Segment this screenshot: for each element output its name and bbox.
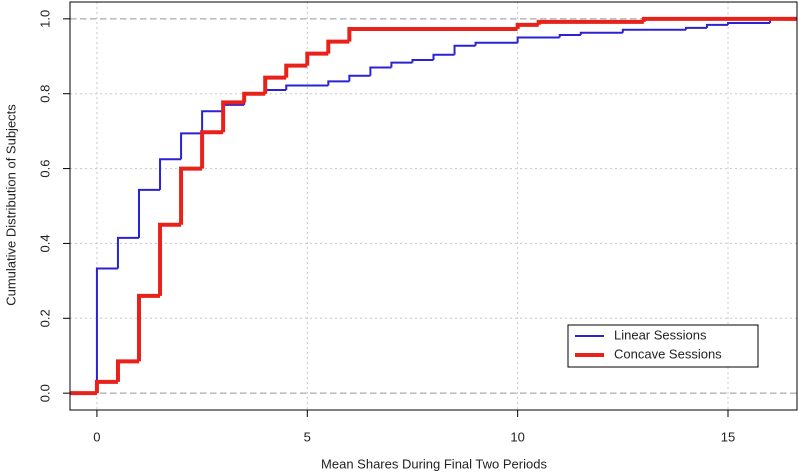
step <box>347 26 518 42</box>
x-tick-label: 15 <box>721 429 735 444</box>
step <box>369 66 392 76</box>
step <box>348 74 371 82</box>
legend-label: Concave Sessions <box>614 346 722 361</box>
step <box>263 75 287 94</box>
y-tick-label: 0.8 <box>37 85 52 103</box>
step <box>727 21 771 25</box>
step <box>94 379 118 394</box>
step <box>621 28 686 33</box>
y-tick-label: 0.4 <box>37 234 52 252</box>
y-tick-label: 0.0 <box>37 384 52 402</box>
y-tick-label: 1.0 <box>37 10 52 28</box>
step <box>474 41 518 46</box>
step <box>453 44 476 55</box>
step <box>158 222 182 296</box>
step <box>327 80 350 86</box>
step <box>558 33 581 38</box>
x-tick-label: 0 <box>93 429 100 444</box>
step <box>326 39 350 54</box>
plot-frame <box>69 1 798 411</box>
step <box>641 16 797 22</box>
step <box>579 31 623 35</box>
step <box>515 22 539 29</box>
step <box>95 267 118 394</box>
step <box>390 61 413 68</box>
step <box>684 26 707 30</box>
y-tick-label: 0.6 <box>37 160 52 178</box>
step <box>536 19 644 25</box>
legend-box <box>567 324 759 368</box>
step <box>305 51 329 66</box>
step <box>221 100 245 133</box>
step <box>242 91 266 103</box>
step <box>432 53 455 61</box>
step <box>115 359 139 382</box>
step <box>516 36 560 43</box>
step <box>200 130 224 169</box>
step <box>116 236 139 269</box>
step <box>285 84 329 90</box>
legend-label: Linear Sessions <box>614 327 707 342</box>
step <box>179 166 203 225</box>
step <box>201 110 224 134</box>
x-tick-label: 10 <box>510 429 524 444</box>
x-axis-label: Mean Shares During Final Two Periods <box>321 456 547 471</box>
step <box>705 23 729 28</box>
step <box>137 188 161 238</box>
step <box>180 132 203 160</box>
step <box>284 63 308 78</box>
step <box>136 293 161 362</box>
step <box>264 88 287 94</box>
x-tick-label: 5 <box>304 429 311 444</box>
step <box>159 158 182 190</box>
y-tick-label: 0.2 <box>37 309 52 327</box>
y-axis-label: Cumulative Distribution of Subjects <box>3 104 18 306</box>
step <box>222 103 245 112</box>
series <box>70 16 797 396</box>
step <box>411 59 434 63</box>
